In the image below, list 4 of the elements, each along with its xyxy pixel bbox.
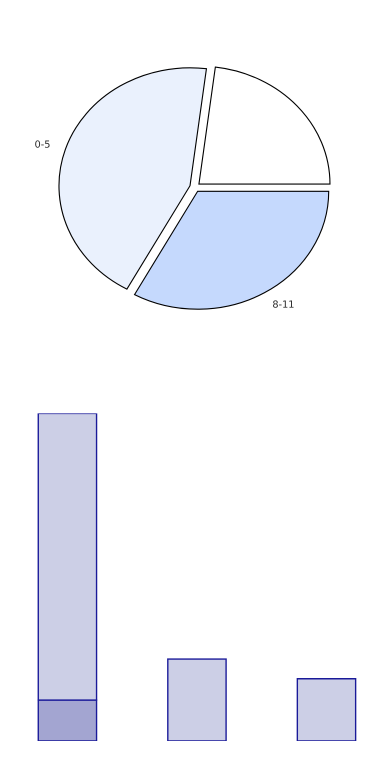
slice-label: 8-11 xyxy=(273,300,294,308)
bar xyxy=(296,678,356,741)
bar xyxy=(167,658,227,741)
slice-label: 0-5 xyxy=(35,140,50,148)
